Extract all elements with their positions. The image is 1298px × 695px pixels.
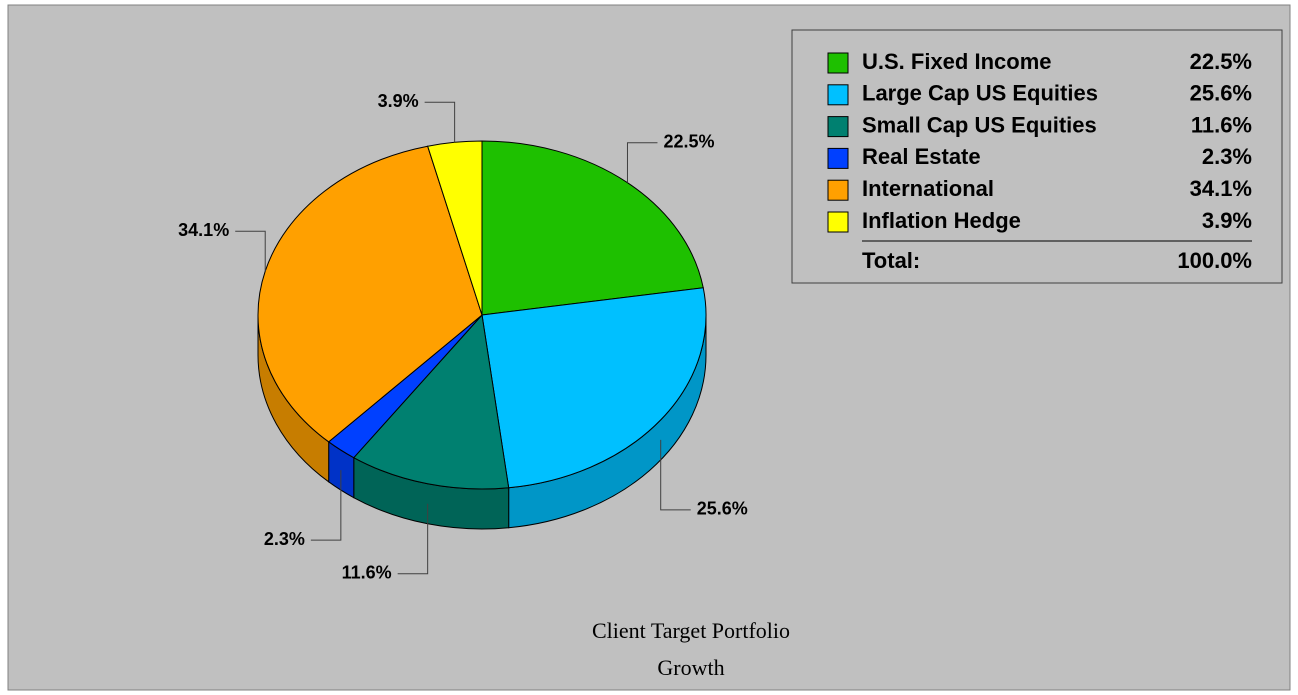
leader-line bbox=[310, 470, 342, 541]
leader-line bbox=[397, 503, 429, 575]
legend-swatch bbox=[827, 147, 849, 169]
legend-value: 11.6% bbox=[1191, 112, 1252, 137]
data-label: 11.6% bbox=[342, 563, 392, 583]
legend-value: 25.6% bbox=[1190, 81, 1252, 106]
legend-value: 2.3% bbox=[1202, 144, 1252, 169]
leader-line bbox=[626, 142, 658, 183]
legend-label: Large Cap US Equities bbox=[862, 81, 1098, 106]
legend-swatch bbox=[827, 52, 849, 74]
pie-slice bbox=[257, 145, 483, 443]
legend-swatch bbox=[827, 116, 849, 138]
legend-total-value: 100.0% bbox=[1177, 248, 1252, 273]
chart-subtitle: Growth bbox=[657, 655, 724, 680]
data-label: 22.5% bbox=[663, 131, 714, 151]
leader-line bbox=[424, 101, 456, 143]
pie-slice bbox=[427, 140, 483, 316]
leader-line bbox=[235, 230, 266, 272]
legend-swatch bbox=[827, 84, 849, 106]
legend-value: 3.9% bbox=[1202, 208, 1252, 233]
chart-title: Client Target Portfolio bbox=[592, 618, 790, 643]
legend-label: Inflation Hedge bbox=[862, 208, 1021, 233]
legend-label: U.S. Fixed Income bbox=[862, 49, 1052, 74]
legend-label: Small Cap US Equities bbox=[862, 112, 1097, 137]
legend-swatch bbox=[827, 179, 849, 201]
data-label: 3.9% bbox=[378, 91, 419, 111]
leader-line bbox=[660, 439, 691, 511]
data-label: 25.6% bbox=[697, 499, 748, 519]
legend-value: 34.1% bbox=[1190, 176, 1252, 201]
legend-value: 22.5% bbox=[1190, 49, 1252, 74]
legend-swatch bbox=[827, 211, 849, 233]
pie-slice bbox=[481, 287, 707, 489]
legend-label: Real Estate bbox=[862, 144, 981, 169]
pie-slice bbox=[352, 313, 510, 490]
data-label: 2.3% bbox=[264, 529, 305, 549]
legend-total-label: Total: bbox=[862, 248, 920, 273]
data-label: 34.1% bbox=[178, 220, 229, 240]
legend-label: International bbox=[862, 176, 994, 201]
